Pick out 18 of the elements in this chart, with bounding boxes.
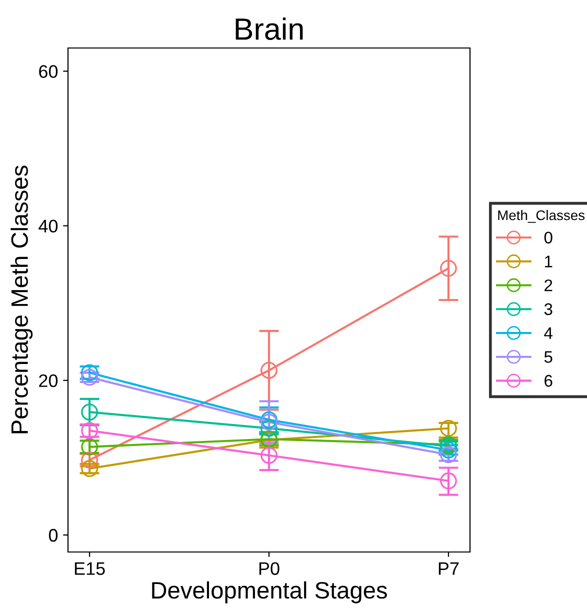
legend-label: 1: [544, 256, 552, 268]
x-axis-title: Developmental Stages: [152, 581, 387, 604]
legend-label: 5: [544, 351, 552, 363]
legend-label: 3: [544, 303, 552, 316]
y-tick-label: 0: [48, 528, 58, 542]
y-tick-label: 20: [39, 374, 58, 388]
legend-title: Meth_Classes: [498, 210, 585, 223]
x-tick-label: P0: [259, 562, 280, 575]
x-tick-label: P7: [438, 562, 459, 575]
y-tick-label: 60: [39, 65, 58, 78]
y-axis-title: Percentage Meth Classes: [10, 166, 33, 434]
legend-label: 2: [544, 279, 552, 292]
x-tick-label: E15: [74, 562, 105, 575]
legend-label: 0: [544, 232, 552, 244]
y-tick-label: 40: [38, 220, 58, 233]
legend-label: 6: [544, 374, 552, 387]
chart-title: Brain: [236, 18, 303, 40]
legend-label: 4: [544, 327, 553, 339]
